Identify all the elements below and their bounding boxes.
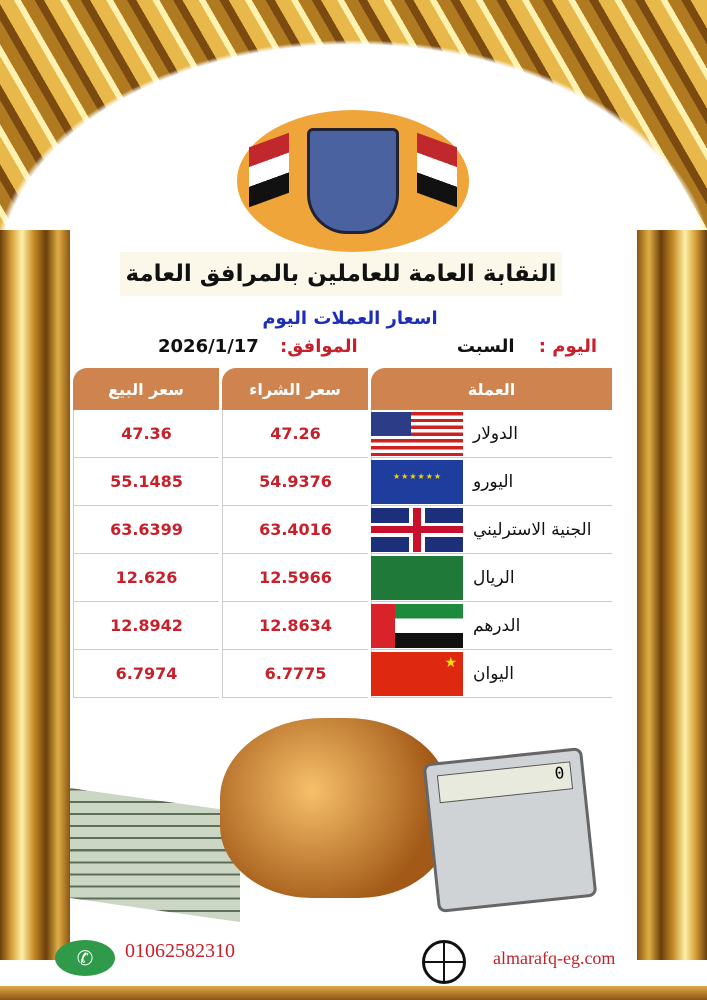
sell-price: 63.6399 [73,506,219,554]
sell-price: 6.7974 [73,650,219,698]
header-sell: سعر البيع [73,368,219,410]
currency-name: الدرهم [473,615,521,636]
sa-flag-icon [371,555,463,600]
globe-icon [422,940,466,984]
currency-name: اليوان [473,663,515,684]
website-link[interactable]: almarafq-eg.com [493,948,616,968]
whatsapp-icon: ✆ [55,940,115,976]
table-row: 47.36 47.26 الدولار [73,410,612,458]
buy-price: 54.9376 [222,458,368,506]
day-label: اليوم : [538,336,597,357]
emblem-icon [307,128,399,234]
organization-title: النقابة العامة للعاملين بالمرافق العامة [120,252,562,296]
egypt-flag-icon [417,132,457,208]
date-value: 2026/1/17 [158,336,259,357]
currency-name: الدولار [473,423,518,444]
table-row: 55.1485 54.9376 اليورو [73,458,612,506]
union-logo [237,110,469,252]
decorative-pillar-left [0,230,70,960]
ae-flag-icon [371,603,463,648]
banknotes-illustration [70,788,240,922]
buy-price: 6.7775 [222,650,368,698]
currency-name: الجنية الاسترليني [473,519,592,540]
buy-price: 12.5966 [222,554,368,602]
decorative-pillar-right [637,230,707,960]
page-subtitle: اسعار العملات اليوم [262,308,438,329]
header-currency: العملة [371,368,612,410]
buy-price: 63.4016 [222,506,368,554]
sell-price: 47.36 [73,410,219,458]
cn-flag-icon: ★ [371,651,463,696]
sell-price: 12.626 [73,554,219,602]
sell-price: 12.8942 [73,602,219,650]
calculator-illustration: 0 [422,747,598,913]
table-row: 63.6399 63.4016 الجنية الاسترليني [73,506,612,554]
table-row: 12.8942 12.8634 الدرهم [73,602,612,650]
gold-pot-illustration [220,718,450,898]
buy-price: 12.8634 [222,602,368,650]
buy-price: 47.26 [222,410,368,458]
decorative-floor [0,986,707,1000]
day-value: السبت [456,336,515,357]
uk-flag-icon [371,507,463,552]
currency-name: الريال [473,567,515,588]
currency-table: سعر البيع سعر الشراء العملة 47.36 47.26 … [70,368,615,698]
phone-number[interactable]: 01062582310 [125,940,235,962]
us-flag-icon [371,411,463,456]
sell-price: 55.1485 [73,458,219,506]
egypt-flag-icon [249,132,289,208]
day-field: اليوم : السبت [457,336,597,357]
date-label: الموافق: [280,336,358,357]
currency-name: اليورو [473,471,514,492]
header-buy: سعر الشراء [222,368,368,410]
table-row: 6.7974 6.7775 اليوان ★ [73,650,612,698]
table-row: 12.626 12.5966 الريال [73,554,612,602]
eu-flag-icon [371,459,463,504]
calculator-display: 0 [436,761,574,804]
